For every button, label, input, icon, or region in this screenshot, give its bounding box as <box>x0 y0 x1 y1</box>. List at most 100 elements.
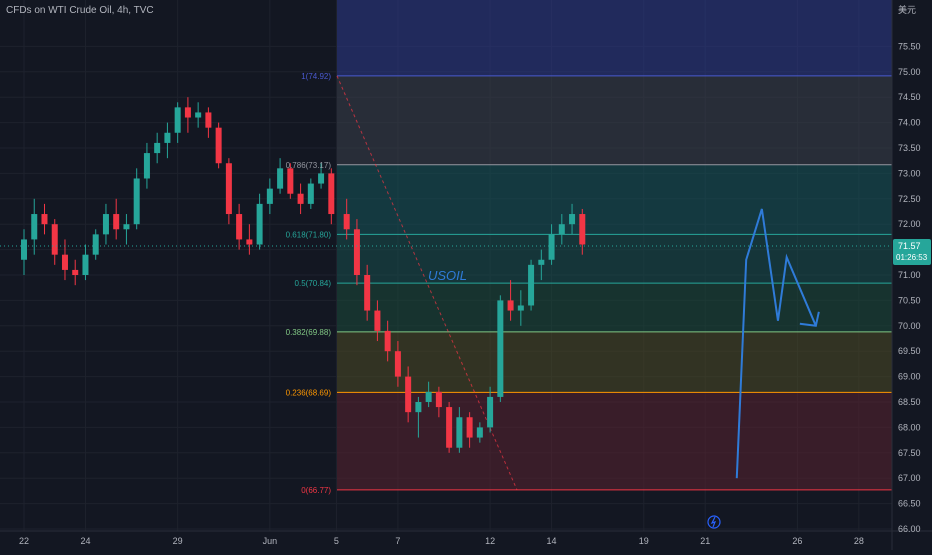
candle-body <box>528 264 535 306</box>
candle-body <box>72 269 79 275</box>
candle-body <box>31 214 38 240</box>
candle-body <box>548 234 555 260</box>
x-tick-label: 28 <box>854 536 864 546</box>
price-tag-value: 71.57 <box>898 241 921 251</box>
y-tick-label: 66.50 <box>898 499 921 509</box>
candle-body <box>446 407 453 448</box>
candle-body <box>246 239 253 245</box>
drawings[interactable]: USOIL <box>428 208 820 479</box>
candle-body <box>435 391 442 408</box>
candle-body <box>61 254 68 270</box>
candle-body <box>569 214 576 225</box>
y-tick-label: 70.00 <box>898 321 921 331</box>
candles <box>0 97 892 453</box>
fib-label: 1(74.92) <box>301 72 331 81</box>
candle-body <box>102 214 109 235</box>
candle-body <box>507 300 514 311</box>
fib-labels: 1(74.92) 0.786(73.17) 0.618(71.80) 0.5(70.8… <box>286 72 332 495</box>
price-axis[interactable]: 66.00 66.50 67.00 67.50 68.00 68.50 69.00 69.50… <box>898 41 921 534</box>
last-price-tag: 71.57 01:26:53 <box>893 239 931 266</box>
candle-body <box>394 351 401 377</box>
candle-body <box>415 402 422 413</box>
fib-band <box>337 283 892 332</box>
x-tick-label: 29 <box>173 536 183 546</box>
y-tick-label: 75.00 <box>898 67 921 77</box>
price-tag-countdown: 01:26:53 <box>896 253 928 262</box>
candle-body <box>143 153 150 179</box>
y-tick-label: 69.50 <box>898 346 921 356</box>
y-tick-label: 74.50 <box>898 92 921 102</box>
candle-body <box>343 214 350 230</box>
candle-body <box>266 188 273 204</box>
candle-body <box>456 417 463 448</box>
y-tick-label: 70.50 <box>898 295 921 305</box>
candle-body <box>328 173 335 215</box>
y-tick-label: 68.00 <box>898 422 921 432</box>
fib-band <box>337 0 892 76</box>
x-tick-label: 26 <box>792 536 802 546</box>
y-tick-label: 68.50 <box>898 397 921 407</box>
y-tick-label: 75.50 <box>898 41 921 51</box>
candle-body <box>184 107 191 118</box>
candle-body <box>318 173 325 184</box>
time-axis[interactable]: 22 24 29 Jun 5 7 12 14 19 21 26 28 <box>19 536 864 546</box>
candle-body <box>82 254 89 275</box>
alert-icon[interactable] <box>707 515 721 529</box>
candle-body <box>225 163 232 215</box>
fib-bands <box>336 0 892 491</box>
candle-body <box>374 310 381 331</box>
x-tick-label: 5 <box>334 536 339 546</box>
candle-body <box>353 229 360 275</box>
y-tick-label: 71.00 <box>898 270 921 280</box>
candle-body <box>517 305 524 311</box>
y-tick-label: 66.00 <box>898 524 921 534</box>
candle-body <box>21 239 27 260</box>
y-tick-label: 67.00 <box>898 473 921 483</box>
y-tick-label: 73.50 <box>898 143 921 153</box>
candle-body <box>41 214 48 225</box>
candle-body <box>558 224 565 235</box>
candle-body <box>174 107 181 133</box>
candle-body <box>497 300 504 397</box>
x-tick-label: 12 <box>485 536 495 546</box>
candle-body <box>215 127 222 164</box>
candle-body <box>154 142 161 154</box>
y-tick-label: 72.00 <box>898 219 921 229</box>
y-tick-label: 73.00 <box>898 168 921 178</box>
fib-band <box>337 75 892 165</box>
candle-body <box>364 275 371 311</box>
candle-body <box>205 112 212 128</box>
candle-body <box>476 427 483 438</box>
fib-band <box>337 331 892 393</box>
y-tick-label: 69.00 <box>898 372 921 382</box>
price-tag-box <box>893 239 931 266</box>
candle-body <box>133 178 140 225</box>
candle-body <box>287 168 294 194</box>
currency-unit: 美元 <box>897 5 916 15</box>
candle-body <box>307 183 314 204</box>
x-tick-label: 24 <box>80 536 90 546</box>
candle-body <box>466 417 473 438</box>
candle-body <box>256 203 263 245</box>
fib-label: 0.5(70.84) <box>295 279 332 288</box>
candle-body <box>579 214 586 245</box>
x-tick-label: 19 <box>639 536 649 546</box>
candle-body <box>538 259 545 265</box>
candle-body <box>195 112 202 118</box>
fib-band <box>337 164 892 235</box>
fib-label: 0.382(69.88) <box>286 328 332 337</box>
x-tick-label: 22 <box>19 536 29 546</box>
fib-label: 0.236(68.69) <box>286 388 332 397</box>
fib-label: 0.618(71.80) <box>286 230 332 239</box>
x-tick-label: Jun <box>263 536 278 546</box>
fib-band <box>337 392 892 490</box>
candle-body <box>277 168 284 189</box>
zigzag-projection <box>735 208 817 479</box>
candle-body <box>236 214 243 240</box>
fib-label: 0.786(73.17) <box>286 161 332 170</box>
arrow-head <box>799 311 820 327</box>
candle-body <box>92 234 99 255</box>
candle-body <box>123 224 130 230</box>
